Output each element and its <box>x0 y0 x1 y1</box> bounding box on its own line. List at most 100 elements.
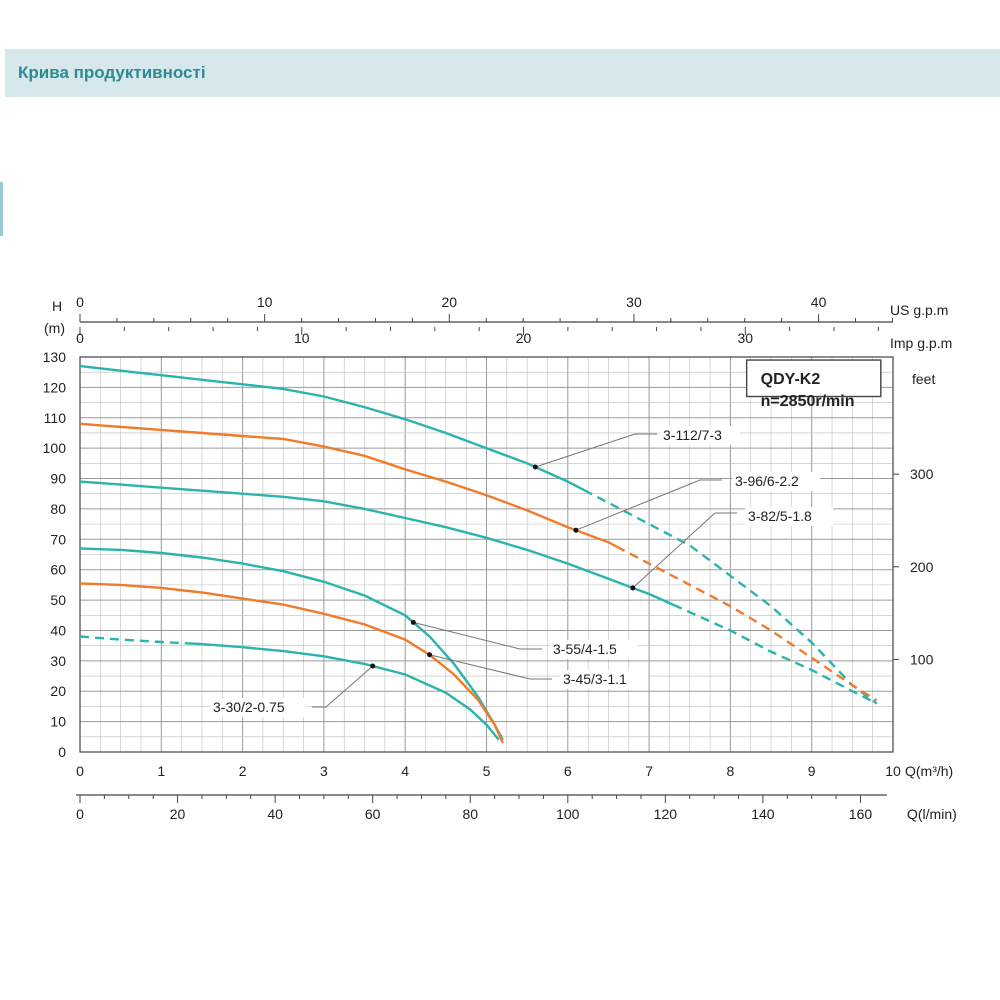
lmin-tick-label: 100 <box>556 806 580 822</box>
y-tick-label: 50 <box>50 592 66 608</box>
x-axis-label: Q(m³/h) <box>905 763 953 779</box>
section-title: Крива продуктивності <box>18 63 206 82</box>
us-gpm-tick-label: 40 <box>811 294 827 310</box>
y-tick-label: 30 <box>50 653 66 669</box>
y-tick-label: 130 <box>43 349 67 365</box>
series-line <box>79 547 504 741</box>
us-gpm-tick-label: 10 <box>257 294 273 310</box>
series-label-bg <box>660 426 740 445</box>
x-tick-label: 0 <box>76 763 84 779</box>
lmin-axis-label: Q(l/min) <box>907 806 957 822</box>
right-tick-label: 200 <box>910 559 934 575</box>
series-label-bg <box>210 698 307 717</box>
series-line-dashed <box>583 489 878 705</box>
series-label: 3-82/5-1.8 <box>748 508 812 524</box>
lmin-tick-label: 20 <box>170 806 186 822</box>
series-marker <box>573 527 579 533</box>
plot-grid <box>79 356 894 753</box>
y-tick-label: 110 <box>44 410 67 426</box>
series-label: 3-30/2-0.75 <box>213 699 285 715</box>
us-gpm-tick-label: 0 <box>76 294 84 310</box>
imp-gpm-tick-label: 10 <box>294 330 310 346</box>
series-3-112/7-3: 3-112/7-3 <box>79 364 878 705</box>
imp-gpm-tick-label: 20 <box>516 330 532 346</box>
lmin-tick-label: 40 <box>267 806 283 822</box>
x-tick-label: 10 <box>885 763 901 779</box>
y-tick-label: 0 <box>58 744 66 760</box>
series-label-bg <box>560 670 648 689</box>
right-tick-label: 300 <box>910 466 934 482</box>
series-line-dashed <box>616 545 878 702</box>
series-label-bg <box>745 507 833 526</box>
series-3-45/3-1.1: 3-45/3-1.1 <box>79 582 648 744</box>
y-tick-label: 40 <box>50 622 66 638</box>
x-tick-label: 3 <box>320 763 328 779</box>
imp-gpm-tick-label: 30 <box>737 330 753 346</box>
right-tick-label: 100 <box>910 651 934 667</box>
series-line-solid <box>79 364 585 492</box>
x-tick-label: 1 <box>157 763 165 779</box>
model-name: QDY-K2 <box>761 371 821 388</box>
lmin-tick-label: 140 <box>751 806 775 822</box>
lmin-tick-label: 120 <box>654 806 678 822</box>
leader-line <box>575 479 722 531</box>
imp-gpm-axis-label: Imp g.p.m <box>890 335 952 351</box>
us-gpm-axis-label: US g.p.m <box>890 302 948 318</box>
leader-line <box>429 654 552 680</box>
series-line-solid <box>79 422 618 548</box>
series-marker <box>532 464 538 470</box>
series-line-solid <box>185 642 500 741</box>
series-line <box>79 582 504 744</box>
series-marker <box>630 585 636 591</box>
x-tick-label: 8 <box>727 763 735 779</box>
y-tick-label: 100 <box>43 440 67 456</box>
series-label: 3-45/3-1.1 <box>563 671 627 687</box>
series-marker <box>410 619 416 625</box>
plot-frame <box>79 356 894 753</box>
lmin-tick-label: 0 <box>76 806 84 822</box>
series-marker <box>427 652 433 658</box>
x-tick-label: 4 <box>401 763 409 779</box>
y-tick-label: 60 <box>50 562 66 578</box>
series-label-bg <box>550 640 638 659</box>
lmin-tick-label: 60 <box>365 806 381 822</box>
x-tick-label: 6 <box>564 763 572 779</box>
series-3-55/4-1.5: 3-55/4-1.5 <box>79 547 638 741</box>
leader-line <box>413 621 542 650</box>
lmin-tick-label: 80 <box>462 806 478 822</box>
leader-line <box>632 512 737 589</box>
y-tick-label: 20 <box>50 683 66 699</box>
series-line-dashed <box>673 603 878 705</box>
series-label: 3-112/7-3 <box>663 427 722 443</box>
series-3-82/5-1.8: 3-82/5-1.8 <box>79 480 878 705</box>
right-axis-label: feet <box>912 371 935 387</box>
series-label: 3-96/6-2.2 <box>735 473 799 489</box>
y-tick-label: 80 <box>50 501 66 517</box>
model-speed: n=2850r/min <box>761 393 855 410</box>
leader-line <box>535 433 657 468</box>
series-label-bg <box>732 472 820 491</box>
x-tick-label: 7 <box>645 763 653 779</box>
y-tick-label: 70 <box>50 531 66 547</box>
edge-marker <box>0 182 3 236</box>
series-label: 3-55/4-1.5 <box>553 641 617 657</box>
series-line-solid <box>79 480 674 606</box>
y-axis-unit: (m) <box>44 320 65 336</box>
us-gpm-tick-label: 30 <box>626 294 642 310</box>
y-axis-label: H <box>52 298 62 314</box>
model-info-box <box>745 359 882 398</box>
series-marker <box>370 663 376 669</box>
section-header: Крива продуктивності <box>5 49 1000 97</box>
lmin-tick-label: 160 <box>849 806 873 822</box>
imp-gpm-tick-label: 0 <box>76 330 84 346</box>
x-tick-label: 9 <box>808 763 816 779</box>
y-tick-label: 120 <box>43 379 67 395</box>
x-tick-label: 5 <box>483 763 491 779</box>
y-tick-label: 90 <box>50 471 66 487</box>
series-line-dashed <box>79 635 186 645</box>
series-3-30/2-0.75: 3-30/2-0.75 <box>79 635 500 741</box>
leader-line <box>312 665 374 708</box>
x-tick-label: 2 <box>239 763 247 779</box>
us-gpm-tick-label: 20 <box>442 294 458 310</box>
